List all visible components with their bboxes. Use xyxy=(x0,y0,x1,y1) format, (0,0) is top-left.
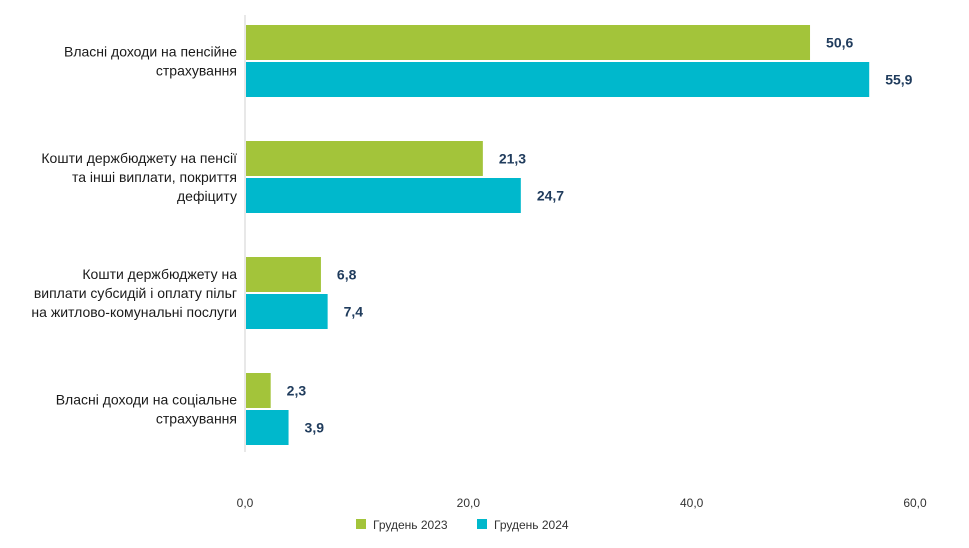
category-label: Власні доходи на соціальне xyxy=(56,392,237,408)
x-tick-label: 60,0 xyxy=(903,496,927,510)
data-label: 50,6 xyxy=(826,35,853,51)
data-label: 2,3 xyxy=(287,383,307,399)
category-label: та інші виплати, покриття xyxy=(72,169,237,185)
x-tick-label: 0,0 xyxy=(237,496,254,510)
bar[interactable] xyxy=(246,410,289,445)
data-label: 3,9 xyxy=(305,420,325,436)
category-label: Власні доходи на пенсійне xyxy=(64,44,237,60)
bar[interactable] xyxy=(246,178,521,213)
x-tick-label: 20,0 xyxy=(457,496,481,510)
data-label: 6,8 xyxy=(337,267,357,283)
bar[interactable] xyxy=(246,25,811,60)
bar[interactable] xyxy=(246,373,271,408)
bar[interactable] xyxy=(246,294,328,329)
legend-label: Грудень 2024 xyxy=(494,518,569,532)
bar[interactable] xyxy=(246,62,870,97)
x-tick-label: 40,0 xyxy=(680,496,704,510)
category-label: страхування xyxy=(156,63,237,79)
data-label: 21,3 xyxy=(499,151,526,167)
data-label: 24,7 xyxy=(537,188,564,204)
category-label: виплати субсидій і оплату пільг xyxy=(34,285,237,301)
data-label: 55,9 xyxy=(885,72,912,88)
category-label: страхування xyxy=(156,411,237,427)
legend-swatch xyxy=(356,519,366,529)
category-label: Кошти держбюджету на xyxy=(82,266,237,282)
legend-swatch xyxy=(477,519,487,529)
bar[interactable] xyxy=(246,257,321,292)
legend-label: Грудень 2023 xyxy=(373,518,448,532)
bar[interactable] xyxy=(246,141,483,176)
category-label: дефіциту xyxy=(177,188,237,204)
category-label: на житлово-комунальні послуги xyxy=(31,304,237,320)
category-label: Кошти держбюджету на пенсії xyxy=(41,150,237,166)
data-label: 7,4 xyxy=(344,304,364,320)
